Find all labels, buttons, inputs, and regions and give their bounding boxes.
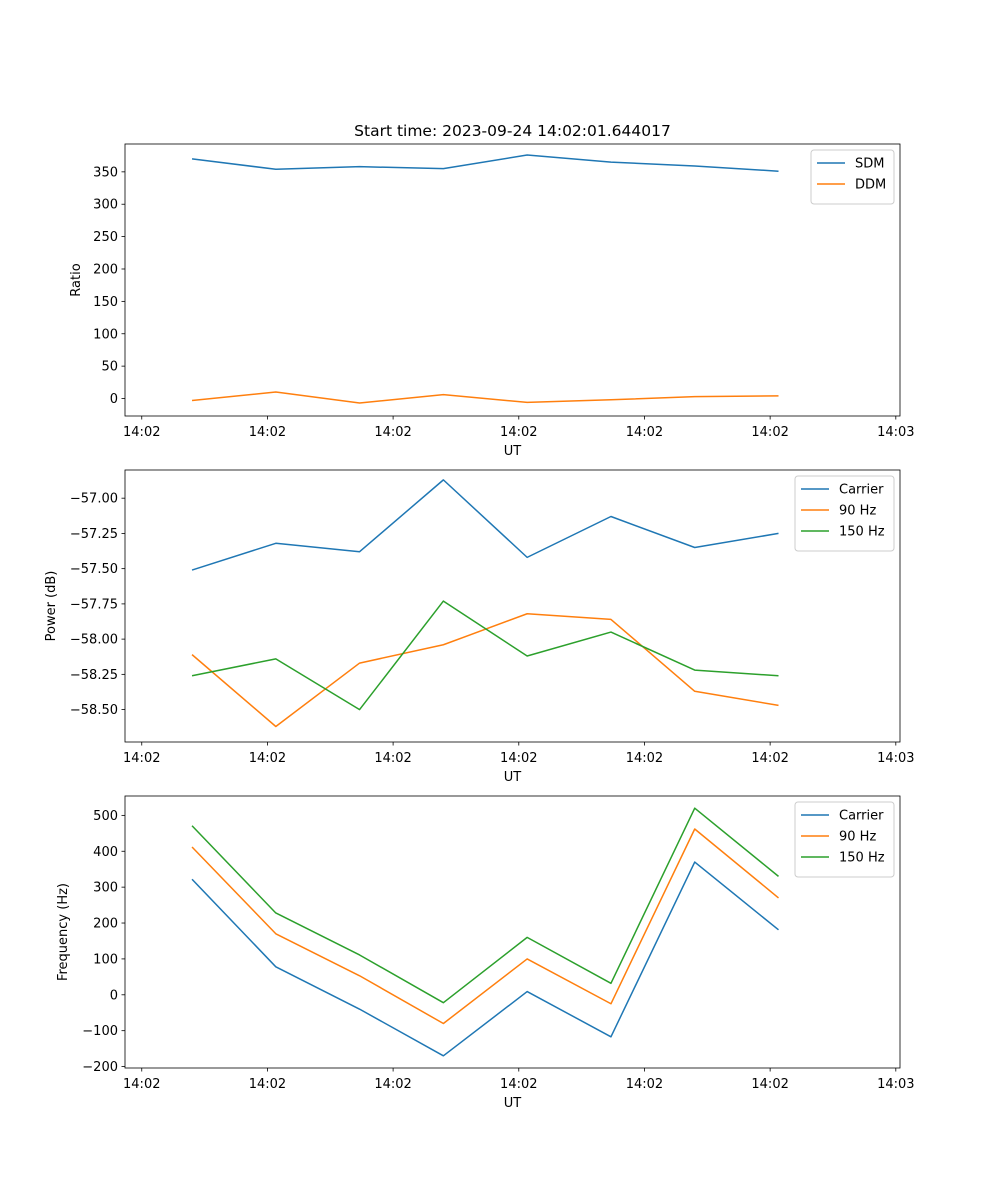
y-tick-label: −58.00: [70, 633, 118, 648]
legend-box: [794, 801, 895, 878]
x-tick-label: 14:02: [123, 425, 160, 440]
x-tick-label: 14:02: [374, 1077, 411, 1092]
x-tick-label: 14:02: [123, 751, 160, 766]
y-tick-label: 400: [93, 845, 118, 860]
x-tick-label: 14:03: [877, 751, 914, 766]
subplot-power: −58.50 −58.25 −58.00 −57.75 −57.50 −57.25 −57.…: [44, 469, 915, 785]
y-axis-label: Frequency (Hz): [56, 883, 71, 981]
legend-label: 150 Hz: [839, 525, 885, 540]
series-line-carrier: [191, 861, 779, 1057]
y-tick-label: −57.00: [70, 492, 118, 507]
y-tick-label: −57.25: [70, 527, 118, 542]
x-tick-label: 14:02: [751, 425, 788, 440]
x-axis-label: UT: [504, 444, 522, 459]
x-tick-label: 14:02: [626, 1077, 663, 1092]
y-tick-label: 50: [101, 360, 118, 375]
legend: Carrier 90 Hz 150 Hz: [794, 801, 895, 878]
y-tick-label: 0: [110, 988, 118, 1003]
y-tick-label: 150: [93, 295, 118, 310]
y-axis-label: Power (dB): [44, 571, 59, 642]
x-tick-label: 14:02: [249, 1077, 286, 1092]
y-tick-label: 200: [93, 262, 118, 277]
x-tick-label: 14:02: [626, 751, 663, 766]
y-tick-label: 0: [110, 392, 118, 407]
y-tick-label: −57.50: [70, 562, 118, 577]
x-tick-label: 14:03: [877, 1077, 914, 1092]
x-tick-label: 14:02: [500, 425, 537, 440]
y-tick-label: 100: [93, 327, 118, 342]
y-tick-label: 500: [93, 809, 118, 824]
legend-label: Carrier: [839, 809, 884, 824]
x-axis-label: UT: [504, 770, 522, 785]
x-tick-label: 14:02: [249, 751, 286, 766]
x-tick-label: 14:02: [500, 751, 537, 766]
legend-label: Carrier: [839, 483, 884, 498]
legend-label: 90 Hz: [839, 504, 876, 519]
y-tick-label: −200: [82, 1060, 118, 1075]
y-tick-label: 300: [93, 881, 118, 896]
y-tick-label: −100: [82, 1024, 118, 1039]
subplot-frequency: −200 −100 0 100 200 300 400 500 14:02 14:02 14:02 1…: [56, 795, 915, 1111]
x-tick-label: 14:02: [249, 425, 286, 440]
y-tick-label: −57.75: [70, 597, 118, 612]
series-line-ddm: [191, 391, 779, 404]
legend-label: DDM: [855, 178, 886, 193]
legend-label: SDM: [855, 157, 884, 172]
y-tick-label: 350: [93, 165, 118, 180]
x-tick-label: 14:02: [374, 425, 411, 440]
series-line-sdm: [191, 154, 779, 172]
y-tick-label: −58.50: [70, 703, 118, 718]
series-line-150-hz: [191, 807, 779, 1004]
subplots-container: 0 50 100 150 200 250 300 350 14:02 14:02 14:02 14:0…: [44, 143, 915, 1111]
legend: SDM DDM: [810, 149, 895, 205]
y-tick-label: −58.25: [70, 668, 118, 683]
x-tick-label: 14:02: [500, 1077, 537, 1092]
figure-title: Start time: 2023-09-24 14:02:01.644017: [354, 122, 671, 140]
legend-label: 150 Hz: [839, 851, 885, 866]
x-tick-label: 14:02: [374, 751, 411, 766]
x-axis-label: UT: [504, 1096, 522, 1111]
y-tick-label: 200: [93, 917, 118, 932]
axes-frame: [124, 795, 901, 1069]
x-tick-label: 14:02: [751, 1077, 788, 1092]
series-line-90-hz: [191, 828, 779, 1025]
subplot-ratio: 0 50 100 150 200 250 300 350 14:02 14:02 14:02 14:0…: [69, 143, 915, 459]
legend-box: [794, 475, 895, 552]
series-line-150-hz: [191, 600, 779, 711]
series-line-carrier: [191, 479, 779, 571]
axes-frame: [124, 469, 901, 743]
y-tick-label: 250: [93, 230, 118, 245]
y-tick-label: 300: [93, 198, 118, 213]
y-tick-label: 100: [93, 952, 118, 967]
x-tick-label: 14:02: [751, 751, 788, 766]
y-axis-label: Ratio: [69, 263, 84, 296]
x-tick-label: 14:02: [626, 425, 663, 440]
axes-frame: [124, 143, 901, 417]
x-tick-label: 14:03: [877, 425, 914, 440]
legend: Carrier 90 Hz 150 Hz: [794, 475, 895, 552]
x-tick-label: 14:02: [123, 1077, 160, 1092]
legend-label: 90 Hz: [839, 830, 876, 845]
